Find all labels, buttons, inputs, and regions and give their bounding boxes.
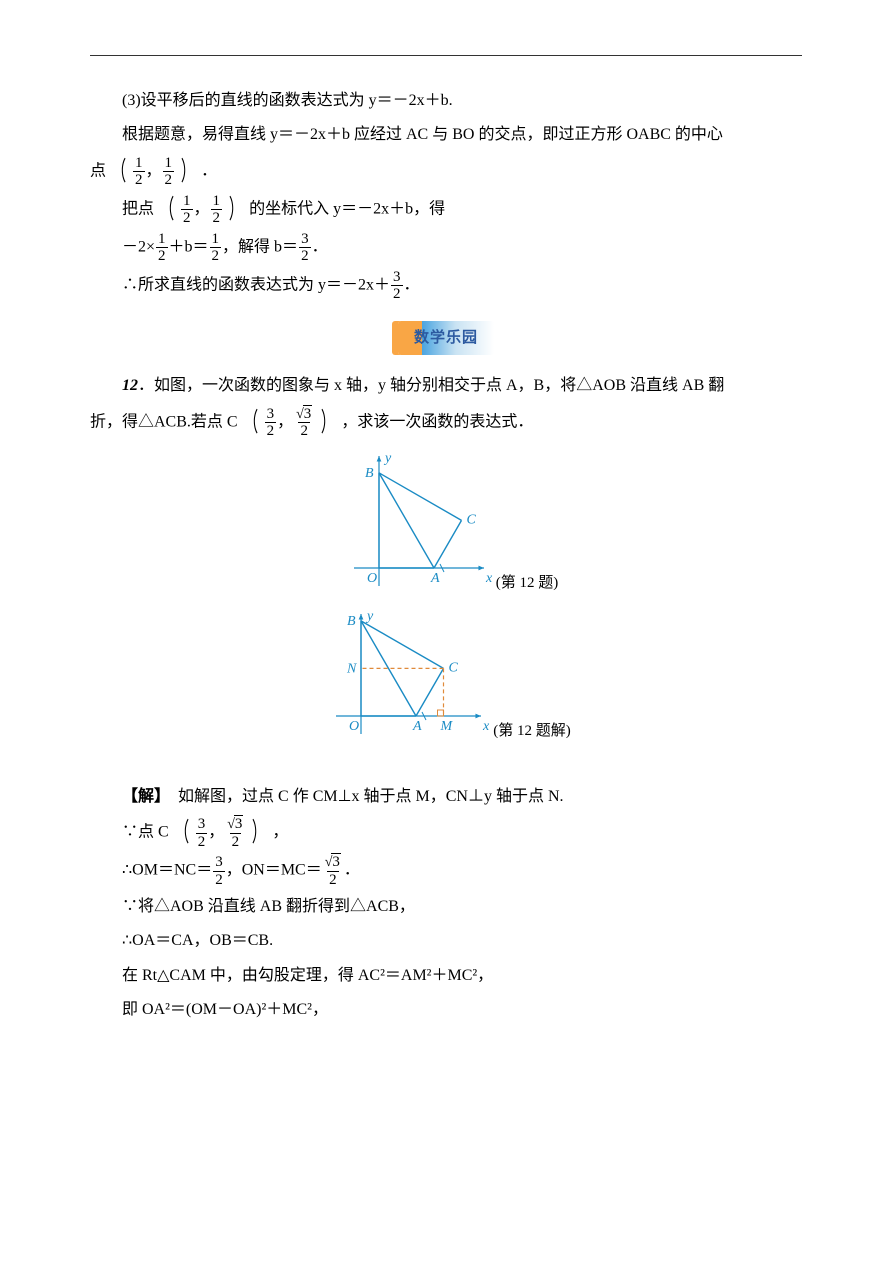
sol-line1: 【解】 如解图，过点 C 作 CM⊥x 轴于点 M，CN⊥y 轴于点 N. [90,782,802,812]
sol-s3-post: ． [344,862,360,879]
svg-text:y: y [383,451,392,466]
p3-line3-pre: 把点 [122,200,154,217]
svg-text:x: x [485,571,493,586]
svg-text:y: y [365,609,374,624]
svg-text:O: O [349,719,359,734]
sol-s3-mid: ，ON＝MC＝ [226,862,322,879]
p3-line5-post: ． [404,276,420,293]
banner: 数学乐园 [90,321,802,356]
p3-line3-mid: 的坐标代入 y＝－2x＋b，得 [249,200,445,217]
svg-text:B: B [365,466,374,481]
sol-line7: 即 OA²＝(OM－OA)²＋MC²， [90,995,802,1025]
p3-line2b: 点（12，12）． [90,155,802,189]
p3-line3: 把点（12，12）的坐标代入 y＝－2x＋b，得 [90,193,802,227]
p3-line2b-pre: 点 [90,162,106,179]
q12-line2: 折，得△ACB.若点 C（32，32），求该一次函数的表达式． [90,406,802,440]
sol-s1: 如解图，过点 C 作 CM⊥x 轴于点 M，CN⊥y 轴于点 N. [162,788,564,805]
p3-line5-pre: ∴所求直线的函数表达式为 y＝－2x＋ [122,276,390,293]
sol-s3-pre: ∴OM＝NC＝ [122,862,212,879]
banner-inner: 数学乐园 [398,321,494,356]
p3-line4: －2×12＋b＝12，解得 b＝32． [90,231,802,265]
p3-line5: ∴所求直线的函数表达式为 y＝－2x＋32． [90,269,802,303]
svg-text:x: x [482,719,490,734]
figure-1-caption: (第 12 题) [496,569,559,598]
svg-text:O: O [367,571,377,586]
p3-line2: 根据题意，易得直线 y＝－2x＋b 应经过 AC 与 BO 的交点，即过正方形 … [90,120,802,150]
svg-text:A: A [412,719,422,734]
spacer [90,750,802,778]
lparen: （ [112,160,126,183]
svg-text:A: A [430,571,440,586]
q12-text-a: ．如图，一次函数的图象与 x 轴，y 轴分别相交于点 A，B，将△AOB 沿直线… [138,377,724,394]
svg-text:C: C [449,660,459,675]
sol-label: 【解】 [122,788,162,805]
p3-line2a: 根据题意，易得直线 y＝－2x＋b 应经过 AC 与 BO 的交点，即过正方形 … [122,126,723,143]
svg-text:M: M [440,719,454,734]
sol-line5: ∴OA＝CA，OB＝CB. [90,926,802,956]
figure-2-caption: (第 12 题解) [493,717,571,746]
p3-line4-post: ． [312,238,328,255]
figure-2: x y O A B C M N [321,606,491,746]
p3-line4-pre: －2× [122,238,155,255]
p3-line2b-post: ． [201,162,217,179]
frac-half: 12 [133,155,145,189]
q12-line1: 12．如图，一次函数的图象与 x 轴，y 轴分别相交于点 A，B，将△AOB 沿… [90,371,802,401]
svg-text:B: B [347,614,356,629]
sol-line6: 在 Rt△CAM 中，由勾股定理，得 AC²＝AM²＋MC²， [90,961,802,991]
svg-text:C: C [466,512,476,527]
p3-line4-mid2: ，解得 b＝ [222,238,298,255]
q12-num: 12 [122,377,138,394]
figure-1: x y O A B C [334,448,494,598]
q12-text-b-pre: 折，得△ACB.若点 C [90,413,238,430]
p3-line4-mid: ＋b＝ [169,238,209,255]
sol-line3: ∴OM＝NC＝32，ON＝MC＝32． [90,854,802,888]
sol-line4: ∵将△AOB 沿直线 AB 翻折得到△ACB， [90,892,802,922]
sol-s2-post: ， [272,824,288,841]
page-container: (3)设平移后的直线的函数表达式为 y＝－2x＋b. 根据题意，易得直线 y＝－… [0,0,892,1070]
top-rule [90,55,802,56]
sol-s2-pre: ∵点 C [122,824,169,841]
frac-half2: 12 [163,155,175,189]
svg-text:N: N [346,661,357,676]
p3-line1: (3)设平移后的直线的函数表达式为 y＝－2x＋b. [90,86,802,116]
figure-1-wrap: x y O A B C (第 12 题) [90,448,802,598]
sol-line2: ∵点 C（32，32）， [90,816,802,850]
q12-text-b-post: ，求该一次函数的表达式． [341,413,533,430]
banner-text: 数学乐园 [414,330,478,346]
rparen: ） [181,160,195,183]
figure-2-wrap: x y O A B C M N (第 12 题解) [90,606,802,746]
